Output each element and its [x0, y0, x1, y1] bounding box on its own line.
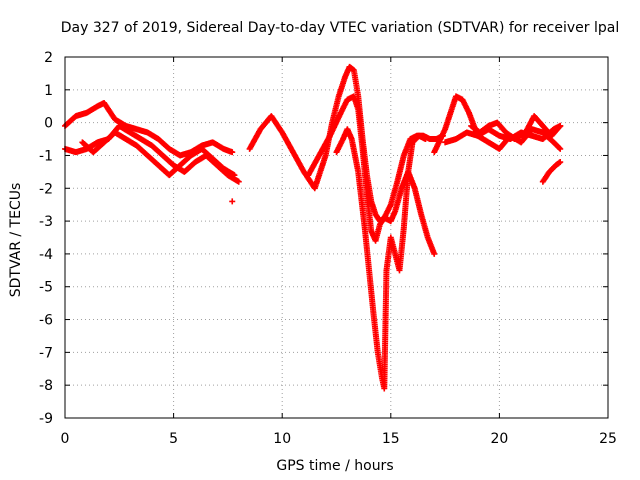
x-tick-labels: 0 5 10 15 20 25 — [61, 431, 617, 447]
x-tick-label: 20 — [490, 431, 508, 447]
y-tick-label: -1 — [39, 148, 53, 164]
series-isolated — [229, 198, 236, 205]
y-tick-label: 1 — [44, 83, 53, 99]
y-tick-label: 0 — [44, 116, 53, 132]
y-tick-label: -8 — [39, 378, 53, 394]
series-late-tail — [539, 159, 564, 185]
x-tick-label: 5 — [169, 431, 178, 447]
series-main-middle — [305, 93, 438, 257]
data-point — [557, 122, 564, 129]
x-tick-label: 0 — [61, 431, 70, 447]
x-tick-label: 10 — [273, 431, 291, 447]
data-point — [557, 145, 564, 152]
series-evening-c — [468, 113, 564, 143]
y-tick-label: -2 — [39, 181, 53, 197]
chart-title: Day 327 of 2019, Sidereal Day-to-day VTE… — [61, 20, 619, 36]
data-point — [231, 172, 238, 179]
y-axis-label: SDTVAR / TECUs — [8, 183, 24, 298]
data-point — [556, 144, 563, 151]
data-point — [422, 136, 429, 143]
data-point — [431, 250, 438, 257]
data-layer — [62, 63, 564, 392]
y-tick-labels: 2 1 0 -1 -2 -3 -4 -5 -6 -7 -8 -9 — [39, 50, 53, 427]
data-point — [229, 149, 236, 156]
data-point — [556, 123, 563, 130]
grid-layer — [64, 56, 609, 419]
x-axis-label: GPS time / hours — [276, 458, 393, 474]
x-tick-label: 15 — [382, 431, 400, 447]
series-track-c — [79, 129, 238, 179]
y-tick-label: -5 — [39, 280, 53, 296]
y-tick-label: 2 — [44, 50, 53, 66]
data-point — [557, 159, 564, 166]
y-tick-label: -7 — [39, 345, 53, 361]
data-point — [229, 198, 236, 205]
series-main-lower — [333, 126, 429, 392]
series-track-a — [62, 99, 236, 159]
x-tick-label: 25 — [599, 431, 617, 447]
plot-frame — [64, 56, 609, 419]
y-tick-label: -3 — [39, 214, 53, 230]
y-tick-label: -9 — [39, 411, 53, 427]
data-point — [235, 178, 242, 185]
series-track-b — [62, 122, 242, 185]
y-tick-label: -4 — [39, 247, 53, 263]
y-tick-label: -6 — [39, 313, 53, 329]
